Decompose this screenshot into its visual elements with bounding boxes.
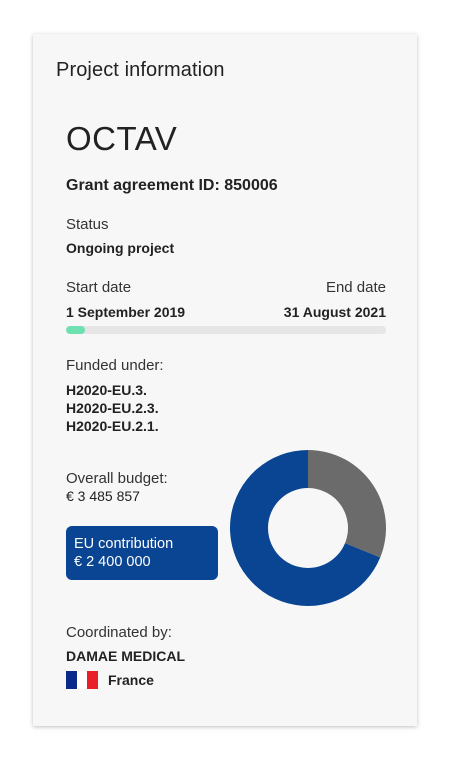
status-value: Ongoing project xyxy=(66,240,175,256)
funded-item[interactable]: H2020-EU.2.3. xyxy=(66,400,159,416)
status-label: Status xyxy=(66,216,109,233)
card-title: Project information xyxy=(56,59,225,81)
overall-budget-label: Overall budget: xyxy=(66,470,168,487)
overall-budget-value: € 3 485 857 xyxy=(66,488,140,504)
donut-segment-remaining-budget xyxy=(308,450,386,558)
funded-item[interactable]: H2020-EU.2.1. xyxy=(66,418,159,434)
eu-contribution-value: € 2 400 000 xyxy=(74,554,151,570)
end-date-label: End date xyxy=(325,279,386,296)
start-date-value: 1 September 2019 xyxy=(66,304,186,320)
eu-contribution-box: EU contribution € 2 400 000 xyxy=(66,526,218,580)
funded-item[interactable]: H2020-EU.3. xyxy=(66,382,147,398)
country-name: France xyxy=(108,672,154,688)
coordinator-country: France xyxy=(66,671,154,689)
progress-fill xyxy=(66,326,86,334)
funded-under-list: H2020-EU.3. H2020-EU.2.3. H2020-EU.2.1. xyxy=(66,381,159,435)
eu-contribution-label: EU contribution xyxy=(74,536,174,552)
france-flag-icon xyxy=(66,671,99,689)
grant-agreement-id: Grant agreement ID: 850006 xyxy=(66,177,278,194)
project-acronym: OCTAV xyxy=(66,120,178,157)
funded-under-label: Funded under: xyxy=(66,357,164,374)
end-date-value: 31 August 2021 xyxy=(283,304,386,320)
start-date-label: Start date xyxy=(66,279,132,296)
project-progress-bar xyxy=(66,326,386,334)
coordinator-name[interactable]: DAMAE MEDICAL xyxy=(66,648,185,664)
budget-donut-chart xyxy=(230,450,386,606)
project-information-card: Project information OCTAV Grant agreemen… xyxy=(33,34,417,726)
coordinated-by-label: Coordinated by: xyxy=(66,624,172,641)
donut-segment-eu-contribution xyxy=(230,450,381,606)
